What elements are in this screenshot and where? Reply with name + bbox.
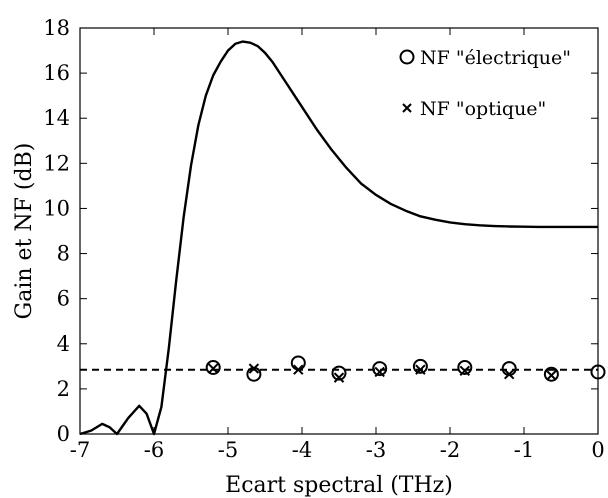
plot-frame [79,27,599,435]
x-tick-label: -5 [218,438,238,462]
nf-optique-point [459,365,471,377]
nf-electrique-point [205,359,221,375]
x-tick-label: -4 [292,438,312,462]
x-axis-label: Ecart spectral (THz) [225,473,453,498]
nf-optique-point [207,363,219,374]
series-layer [79,40,606,436]
y-tick-label: 12 [43,151,70,175]
legend-marker-nf-electrique [399,49,415,65]
x-tick-label: -1 [514,438,534,462]
nf-electrique-point [372,361,388,377]
nf-electrique-point [412,358,428,374]
nf-optique-point [415,364,426,375]
y-tick-label: 2 [57,377,70,401]
y-axis-label: Gain et NF (dB) [12,143,37,320]
nf-electrique-point [290,355,306,371]
nf-electrique-point [590,364,606,380]
y-tick-label: 18 [43,16,70,40]
y-axis-ticks: 0 2 4 6 8 10 12 14 16 18 [43,16,598,446]
nf-optique-point [293,364,304,375]
x-tick-label: -2 [440,438,460,462]
y-tick-label: 6 [57,287,70,311]
nf-optique-point [503,369,515,380]
gain-line [79,40,598,436]
y-tick-label: 4 [57,332,70,356]
nf-electrique-point [331,365,347,381]
y-tick-label: 14 [43,106,70,130]
nf-optique-point [248,363,260,374]
y-tick-label: 0 [57,422,70,446]
legend: NF "électrique" NF "optique" [399,47,571,120]
legend-label-nf-optique: NF "optique" [420,98,546,120]
nf-optique-point [546,370,557,381]
nf-electrique-point [543,366,559,382]
y-tick-label: 8 [57,242,70,266]
y-tick-label: 10 [43,196,70,220]
nf-electrique-point [457,359,473,375]
y-tick-label: 16 [43,61,70,85]
x-tick-label: -7 [70,438,90,462]
x-tick-label: 0 [591,438,604,462]
x-tick-label: -3 [366,438,386,462]
nf-optique-point [333,372,345,383]
legend-marker-nf-optique [402,103,412,113]
x-axis-ticks: -7 -6 -5 -4 -3 -2 -1 0 [70,28,605,462]
nf-optique-point [374,366,385,378]
x-tick-label: -6 [144,438,164,462]
legend-label-nf-electrique: NF "électrique" [420,47,571,69]
